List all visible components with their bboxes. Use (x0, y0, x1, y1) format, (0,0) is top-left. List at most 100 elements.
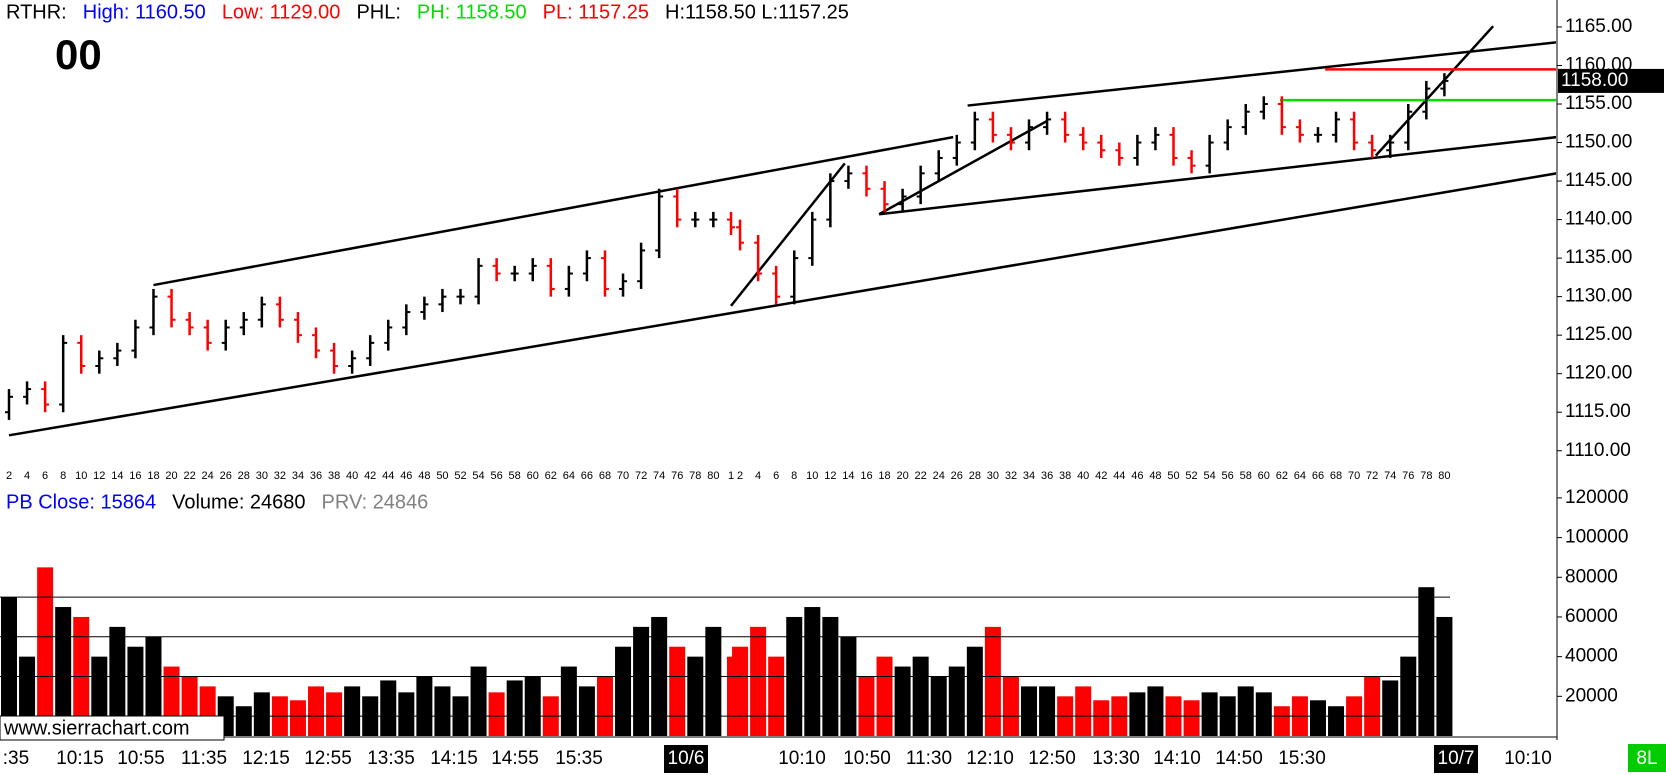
header-item: RTHR: (6, 1, 67, 23)
x-tick-label: 66 (1312, 470, 1324, 482)
x-tick-label: 24 (933, 470, 945, 482)
x-tick-label: 66 (581, 470, 593, 482)
volume-bar (1364, 676, 1381, 736)
x-tick-label: 30 (987, 470, 999, 482)
volume-bar (1002, 676, 1019, 736)
x-tick-label: 36 (1041, 470, 1053, 482)
x-tick-label: 60 (527, 470, 539, 482)
price-pane (5, 25, 1556, 437)
volume-bar (506, 680, 523, 736)
x-tick-label: 40 (346, 470, 358, 482)
x-tick-label: 4 (755, 470, 761, 482)
volume-bar (1418, 587, 1435, 736)
x-tick-label: 72 (1366, 470, 1378, 482)
x-tick-label: 46 (400, 470, 412, 482)
x-tick-label: 22 (183, 470, 195, 482)
x-tick-label: 2 (737, 470, 743, 482)
volume-bar (308, 686, 325, 736)
x-tick-label: 70 (617, 470, 629, 482)
volume-bar (1075, 686, 1092, 736)
x-tick-label: 54 (1203, 470, 1215, 482)
volume-bar (633, 626, 650, 736)
y-tick-label: 1155.00 (1565, 93, 1632, 114)
time-label: 10/6 (668, 748, 705, 769)
x-tick-label: 6 (773, 470, 779, 482)
y-tick-label: 120000 (1565, 487, 1628, 508)
volume-bar (732, 646, 749, 736)
x-tick-label: 10 (75, 470, 87, 482)
volume-bar (578, 686, 595, 736)
volume-bar (1400, 656, 1417, 736)
trendline (8, 172, 1556, 437)
x-tick-label: 72 (635, 470, 647, 482)
y-tick-label: 1165.00 (1565, 16, 1632, 37)
time-label: 10:15 (56, 748, 104, 769)
time-label: 11:35 (181, 748, 227, 769)
volume-bar (1183, 700, 1200, 736)
x-tick-label: 64 (1294, 470, 1306, 482)
last-price-box (1558, 68, 1664, 93)
time-label: 14:10 (1153, 748, 1201, 769)
corner-badge (1628, 744, 1666, 772)
header-item: PL: 1157.25 (543, 1, 649, 23)
trendline (153, 135, 954, 287)
x-tick-label: 8 (60, 470, 66, 482)
volume-bar (55, 607, 72, 736)
x-tick-label: 56 (490, 470, 502, 482)
volume-bar (1, 597, 17, 736)
y-tick-label: 40000 (1565, 646, 1618, 667)
time-label: 14:50 (1215, 748, 1263, 769)
volume-bar (1201, 692, 1218, 736)
x-tick-label: 50 (436, 470, 448, 482)
volume-bar (669, 646, 686, 736)
volume-bar (858, 676, 875, 736)
time-label: 11:30 (906, 748, 952, 769)
time-label: 10/7 (1438, 748, 1475, 769)
x-tick-label: 76 (1402, 470, 1414, 482)
volume-bar (948, 666, 965, 736)
volume-bar (966, 646, 983, 736)
time-label: 13:35 (367, 748, 415, 769)
volume-bar (840, 636, 857, 736)
volume-bar (615, 646, 632, 736)
x-tick-label: 10 (806, 470, 818, 482)
y-tick-label: 1135.00 (1565, 247, 1632, 268)
volume-bar (1147, 686, 1164, 736)
y-tick-label: 1120.00 (1565, 363, 1632, 384)
volume-bar (1382, 680, 1399, 736)
x-tick-label: 52 (454, 470, 466, 482)
x-tick-label: 18 (878, 470, 890, 482)
x-tick-label: 68 (599, 470, 611, 482)
y-tick-label: 1140.00 (1565, 209, 1632, 230)
volume-bar (727, 656, 735, 736)
x-tick-label: 2 (6, 470, 12, 482)
x-tick-label: 38 (1059, 470, 1071, 482)
x-tick-label: 30 (256, 470, 268, 482)
x-tick-label: 18 (147, 470, 159, 482)
x-tick-label: 40 (1077, 470, 1089, 482)
volume-bar (1328, 706, 1345, 736)
x-tick-label: 22 (915, 470, 927, 482)
x-tick-label: 46 (1131, 470, 1143, 482)
watermark-box (0, 715, 225, 741)
volume-bar (876, 656, 893, 736)
volume-bar (344, 686, 361, 736)
x-tick-label: 52 (1185, 470, 1197, 482)
corner-label: 8L (1636, 748, 1657, 769)
x-tick-label: 56 (1222, 470, 1234, 482)
x-tick-label: 12 (93, 470, 105, 482)
time-label: 12:50 (1028, 748, 1076, 769)
x-tick-label: 78 (1420, 470, 1432, 482)
volume-bar (524, 676, 541, 736)
volume-bar (1255, 692, 1272, 736)
x-tick-label: 80 (707, 470, 719, 482)
x-tick-label: 38 (328, 470, 340, 482)
volume-bar (380, 680, 397, 736)
x-tick-label: 44 (1113, 470, 1125, 482)
x-tick-label: 20 (165, 470, 177, 482)
time-label: 12:10 (966, 748, 1014, 769)
volume-bar (488, 692, 505, 736)
x-tick-label: 24 (202, 470, 214, 482)
header-item: PHL: (356, 1, 400, 23)
